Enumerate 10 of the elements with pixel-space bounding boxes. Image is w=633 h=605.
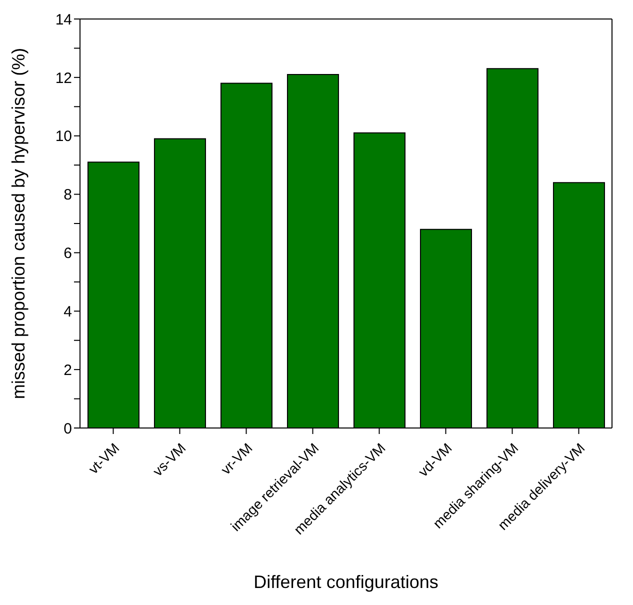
- y-tick-label: 14: [55, 11, 72, 28]
- x-axis-title: Different configurations: [254, 572, 438, 592]
- y-tick-label: 4: [64, 303, 72, 320]
- y-tick-label: 8: [64, 186, 72, 204]
- y-axis-title: missed proportion caused by hypervisor (%): [8, 48, 28, 400]
- y-tick-label: 2: [64, 362, 72, 379]
- y-tick-label: 6: [64, 245, 72, 262]
- y-tick-label: 10: [55, 128, 72, 146]
- y-tick-label: 0: [64, 420, 72, 438]
- y-tick-label: 12: [55, 70, 72, 87]
